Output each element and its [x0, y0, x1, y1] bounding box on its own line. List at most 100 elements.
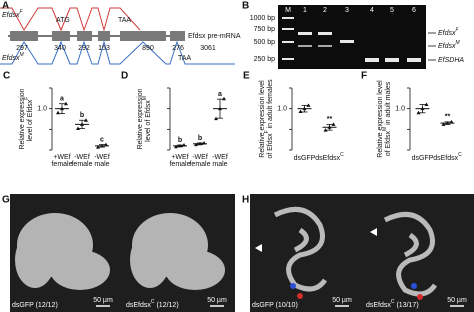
exon-length: 3061 [200, 45, 216, 52]
lane-label: 5 [390, 7, 394, 14]
exon-length: 340 [54, 45, 66, 52]
data-point [323, 128, 328, 132]
data-point [104, 142, 108, 147]
ladder-label: 1000 bp [250, 15, 275, 22]
exon-length: 153 [98, 45, 110, 52]
data-point [445, 121, 450, 125]
data-point [174, 144, 178, 149]
codon-label: ATG [56, 17, 70, 24]
panel-letter: G [2, 195, 10, 206]
band-label-sup: F [456, 27, 460, 33]
y-axis-label-base: level of Efdsx [27, 99, 34, 141]
band-label-sup: M [456, 40, 461, 46]
band [340, 40, 354, 43]
data-point [80, 122, 84, 126]
data-point [64, 101, 68, 106]
exon [52, 31, 70, 41]
x-tick-label: dsGFP [294, 155, 316, 162]
band [318, 45, 332, 47]
ladder-label: 750 bp [254, 26, 276, 33]
codon-label: TAA [178, 55, 191, 62]
x-tick-label-line: female [51, 161, 72, 168]
x-tick-label-sup: C [340, 152, 344, 158]
scale-bar-label: 50 µm [207, 297, 227, 304]
band-label: EfSDHA [438, 57, 464, 64]
caption: dsEfdsxC (12/12) [126, 299, 179, 309]
panel-letter: E [243, 71, 250, 82]
exon [170, 31, 185, 41]
band [298, 45, 312, 47]
x-tick-label-line: -WEf [74, 154, 90, 161]
exon [120, 31, 166, 41]
band [282, 17, 294, 19]
data-point [194, 142, 198, 147]
y-axis-label-sup: M [382, 127, 388, 131]
y-axis-label: level of EfdsxM [142, 96, 152, 142]
band [282, 58, 294, 60]
data-point [416, 110, 421, 115]
exon-length: 890 [142, 45, 154, 52]
caption: dsGFP (10/10) [252, 302, 298, 309]
isoform-label-base: Efdsx [2, 55, 20, 62]
x-tick-label: +WEf female [51, 154, 72, 168]
y-axis-label: of EfdsxF in adult females [264, 79, 274, 159]
y-axis-label: of EfdsxM in adult males [382, 81, 392, 156]
band-label: EfdsxF [438, 27, 460, 37]
y-axis-label-base: level of Efdsx [145, 100, 152, 142]
exon [98, 31, 110, 41]
panel-letter: F [361, 71, 367, 82]
caption-tail: (12/12) [155, 302, 179, 309]
data-point [198, 141, 202, 146]
lane-label: 4 [370, 7, 374, 14]
data-point [222, 96, 226, 101]
x-tick-label-line: female [189, 161, 210, 168]
y-axis-label: level of EfdsxF [24, 97, 34, 142]
band-label-base: Efdsx [438, 30, 456, 37]
significance-label: b [178, 137, 182, 144]
data-point [178, 143, 182, 148]
caption-sup: C [151, 299, 155, 305]
x-tick-label: -WEf male [212, 154, 228, 168]
x-tick-label-line: female [169, 161, 190, 168]
data-point [302, 106, 307, 111]
panel-letter: H [242, 195, 249, 206]
band [318, 32, 332, 35]
y-axis-label-sup: F [264, 130, 270, 133]
gel-bands [282, 17, 421, 62]
caption-base: dsEfdsx [366, 302, 391, 309]
x-tick-label: -WEf female [71, 154, 92, 168]
x-tick-label-line: -WEf [192, 154, 208, 161]
data-point [331, 122, 336, 126]
x-tick-label-sup: C [458, 152, 462, 158]
y-axis-label: Relative expression [19, 88, 26, 149]
y-axis-label-base: of Efdsx [385, 131, 392, 157]
female-splicing [0, 7, 141, 32]
significance-label: b [198, 135, 202, 142]
lane-label: 2 [323, 7, 327, 14]
arrowhead [255, 244, 262, 252]
band [365, 58, 379, 62]
data-point [218, 106, 222, 111]
exon [77, 31, 92, 41]
marker [297, 293, 303, 299]
panel-letter: A [2, 1, 9, 12]
data-point [424, 102, 429, 107]
band [282, 41, 294, 43]
data-point [84, 118, 88, 122]
x-tick-label-line: male [212, 161, 227, 168]
data-point [182, 143, 186, 147]
x-tick-label-line: male [94, 161, 109, 168]
lane-label: 1 [303, 7, 307, 14]
x-tick-label-line: female [71, 161, 92, 168]
data-point [76, 126, 80, 131]
panel-letter: C [3, 71, 10, 82]
arrowhead [370, 228, 377, 236]
y-axis-label: Relative expression level [259, 80, 266, 158]
significance-label: c [100, 136, 104, 143]
lane-label: 3 [345, 7, 349, 14]
y-axis-label-sup: M [142, 96, 148, 100]
band [385, 58, 399, 62]
caption-tail: (13/17) [395, 302, 419, 309]
significance-label: a [60, 96, 64, 103]
